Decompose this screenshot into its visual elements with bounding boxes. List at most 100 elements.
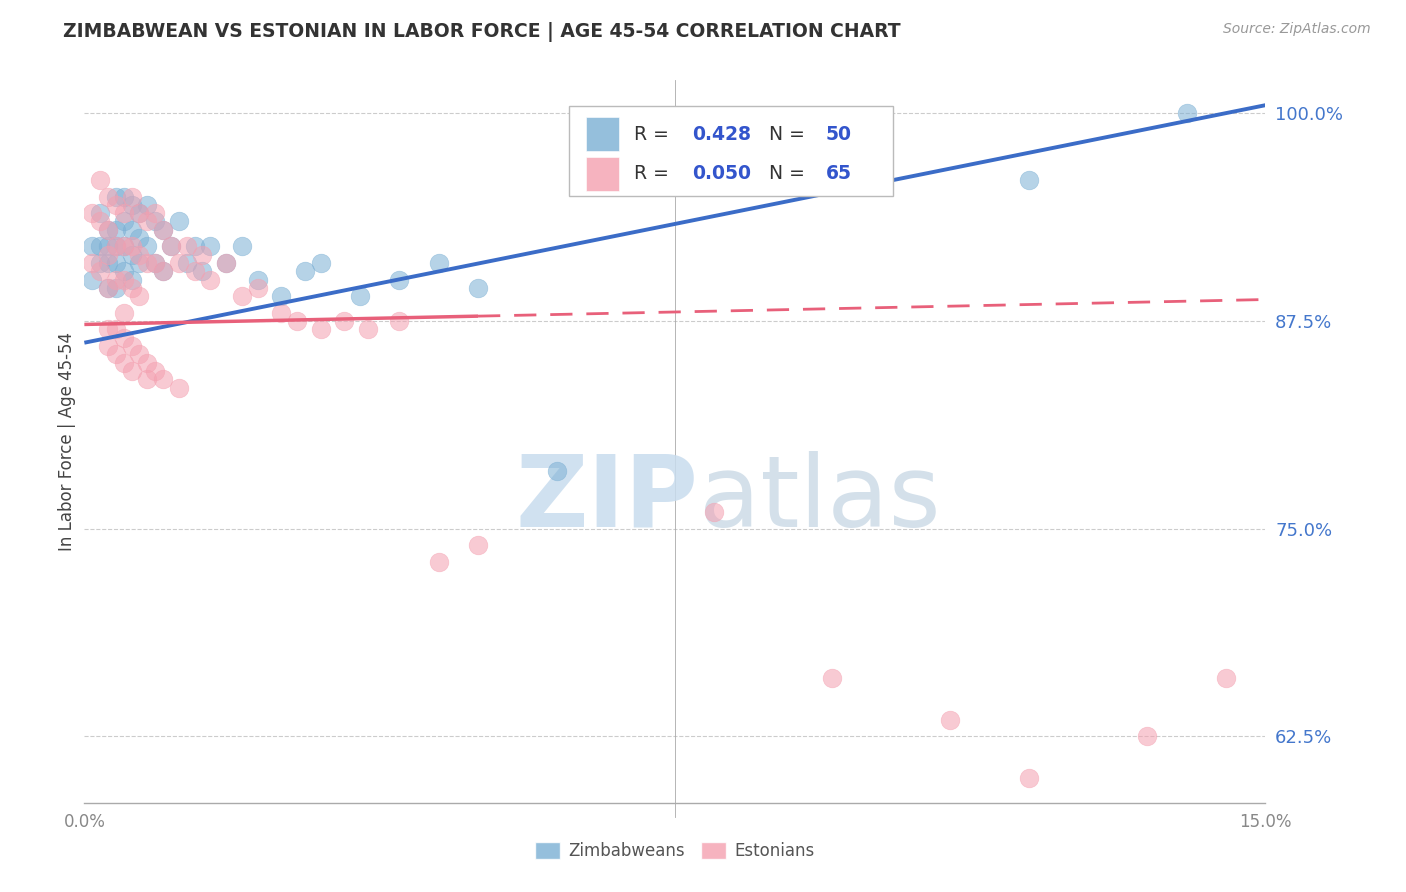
Point xyxy=(104,256,127,270)
Point xyxy=(112,331,135,345)
Point xyxy=(82,239,104,253)
Point xyxy=(200,239,222,253)
Point xyxy=(97,223,120,237)
Point xyxy=(246,272,269,286)
Point xyxy=(112,239,135,253)
Point xyxy=(200,272,222,286)
Point xyxy=(104,189,127,203)
Point xyxy=(136,256,159,270)
Point xyxy=(104,223,127,237)
Point xyxy=(1018,771,1040,785)
Point xyxy=(231,239,253,253)
Point xyxy=(333,314,356,328)
Point xyxy=(136,198,159,212)
Point xyxy=(152,223,174,237)
Point xyxy=(121,223,143,237)
Point xyxy=(703,505,725,519)
Point xyxy=(104,281,127,295)
Point xyxy=(176,239,198,253)
Point xyxy=(136,372,159,386)
Point xyxy=(294,264,316,278)
Text: R =: R = xyxy=(634,164,675,184)
Point xyxy=(112,189,135,203)
Point xyxy=(112,272,135,286)
Point xyxy=(309,256,332,270)
Point xyxy=(191,248,214,262)
Point xyxy=(270,289,292,303)
Point xyxy=(82,206,104,220)
Point xyxy=(121,281,143,295)
Point xyxy=(97,256,120,270)
Point xyxy=(97,189,120,203)
Text: ZIMBABWEAN VS ESTONIAN IN LABOR FORCE | AGE 45-54 CORRELATION CHART: ZIMBABWEAN VS ESTONIAN IN LABOR FORCE | … xyxy=(63,22,901,42)
Point xyxy=(136,239,159,253)
Point xyxy=(167,380,190,394)
Point xyxy=(176,256,198,270)
Point xyxy=(231,289,253,303)
Point xyxy=(104,239,127,253)
Point xyxy=(97,281,120,295)
Text: N =: N = xyxy=(769,164,811,184)
Point xyxy=(97,322,120,336)
Point xyxy=(89,214,111,228)
Point xyxy=(939,713,962,727)
Bar xyxy=(586,157,620,191)
Point xyxy=(143,364,166,378)
Point xyxy=(160,239,183,253)
Point xyxy=(89,206,111,220)
Point xyxy=(82,256,104,270)
Point xyxy=(467,538,489,552)
Point xyxy=(89,256,111,270)
Point xyxy=(136,214,159,228)
Point xyxy=(167,214,190,228)
Point xyxy=(128,289,150,303)
Bar xyxy=(586,117,620,152)
Point xyxy=(121,239,143,253)
Text: 0.050: 0.050 xyxy=(693,164,752,184)
Point xyxy=(128,206,150,220)
Point xyxy=(97,223,120,237)
Point xyxy=(215,256,238,270)
Point xyxy=(309,322,332,336)
Point xyxy=(121,198,143,212)
Point xyxy=(160,239,183,253)
Point xyxy=(97,339,120,353)
Point xyxy=(128,248,150,262)
Text: R =: R = xyxy=(634,125,675,144)
Text: N =: N = xyxy=(769,125,811,144)
Point xyxy=(112,239,135,253)
Point xyxy=(246,281,269,295)
Text: ZIP: ZIP xyxy=(516,450,699,548)
Point xyxy=(152,264,174,278)
Point xyxy=(112,206,135,220)
Point xyxy=(121,189,143,203)
Point xyxy=(152,372,174,386)
Point xyxy=(128,206,150,220)
Point xyxy=(215,256,238,270)
Point xyxy=(467,281,489,295)
Text: atlas: atlas xyxy=(699,450,941,548)
Point xyxy=(104,347,127,361)
Point xyxy=(1136,730,1159,744)
Point xyxy=(121,272,143,286)
Point xyxy=(128,231,150,245)
Point xyxy=(1018,173,1040,187)
Point xyxy=(112,214,135,228)
Point xyxy=(121,248,143,262)
Point xyxy=(104,272,127,286)
FancyBboxPatch shape xyxy=(568,105,893,196)
Point xyxy=(1215,671,1237,685)
Text: 50: 50 xyxy=(827,125,852,144)
Point xyxy=(104,322,127,336)
Text: 65: 65 xyxy=(827,164,852,184)
Point xyxy=(357,322,380,336)
Point xyxy=(128,256,150,270)
Point xyxy=(143,256,166,270)
Point xyxy=(89,173,111,187)
Point xyxy=(89,239,111,253)
Point xyxy=(89,264,111,278)
Point xyxy=(349,289,371,303)
Point xyxy=(546,464,568,478)
Y-axis label: In Labor Force | Age 45-54: In Labor Force | Age 45-54 xyxy=(58,332,76,551)
Point xyxy=(104,198,127,212)
